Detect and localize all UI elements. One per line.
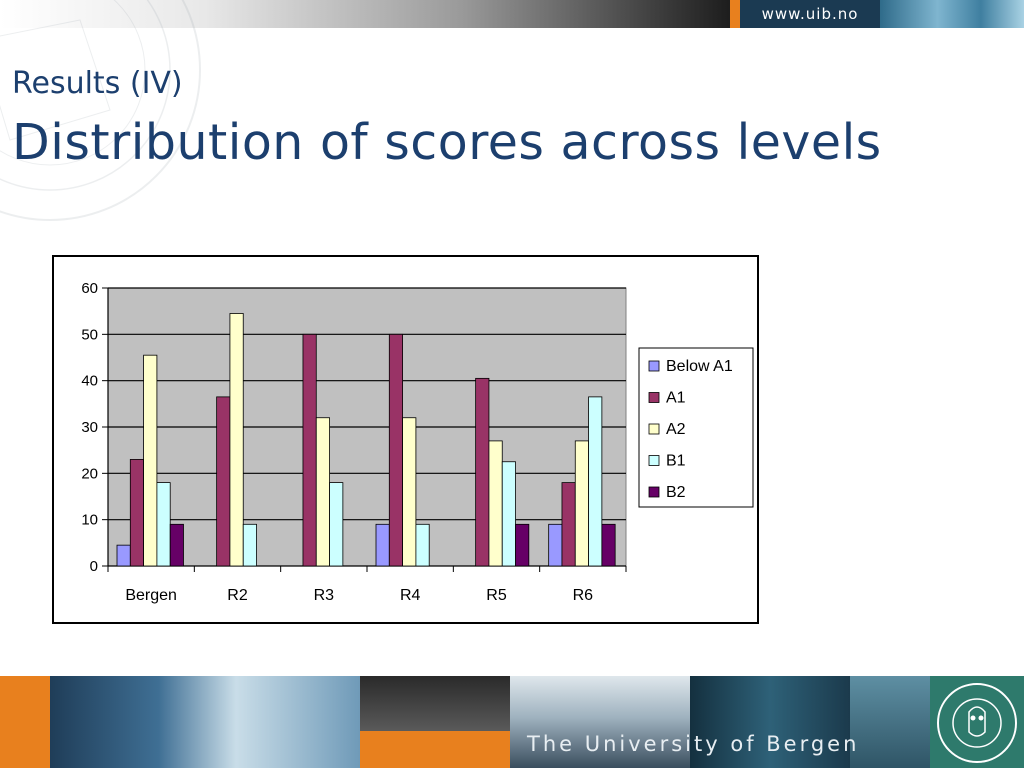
y-tick-label: 10 (81, 512, 98, 529)
banner-logo-background (930, 676, 1024, 768)
university-seal-icon (937, 683, 1017, 763)
bar (415, 523, 430, 567)
bar-chart: 0 10 20 30 40 50 60 Bergen R2 R3 R4 R5 R6 Below A1 A1 A… (81, 280, 754, 604)
bottom-banner (0, 676, 1024, 768)
x-tick-label: R5 (486, 587, 507, 604)
bar (229, 313, 244, 567)
top-banner-accent (730, 0, 740, 28)
y-tick-label: 30 (81, 419, 98, 436)
legend-label: A1 (666, 390, 686, 407)
legend-swatch (648, 486, 660, 498)
bar (388, 333, 403, 567)
bar (375, 523, 390, 567)
banner-photo-building (360, 676, 510, 768)
bar (588, 396, 603, 567)
y-tick-label: 20 (81, 465, 98, 482)
bar (116, 544, 131, 567)
bar (329, 482, 344, 567)
bar (402, 417, 417, 567)
x-tick-label: Bergen (125, 587, 177, 604)
x-tick-label: R3 (314, 587, 335, 604)
bar (315, 417, 330, 567)
x-tick-label: R6 (573, 587, 594, 604)
legend-swatch (648, 423, 660, 435)
legend-label: B1 (666, 453, 686, 470)
bar (501, 461, 516, 567)
x-tick-label: R4 (400, 587, 421, 604)
banner-photo-tower (850, 676, 930, 768)
y-tick-label: 50 (81, 326, 98, 343)
bar (302, 333, 317, 567)
bar (169, 523, 184, 567)
university-name: The University of Bergen (527, 732, 860, 756)
bar (548, 523, 563, 567)
watermark-seal-icon (0, 0, 201, 221)
banner-photo-arches (690, 676, 850, 768)
bar (156, 482, 171, 567)
bar (515, 523, 530, 567)
bar (601, 523, 616, 567)
bar (143, 354, 158, 567)
banner-photo-facade (510, 676, 690, 768)
bar (475, 377, 490, 567)
legend-swatch (648, 392, 660, 403)
chart-container: 0 10 20 30 40 50 60 Bergen R2 R3 R4 R5 R6 Below A1 A1 A… (52, 255, 759, 624)
banner-photo-face (50, 676, 360, 768)
y-tick-label: 40 (81, 373, 98, 390)
y-tick-label: 0 (90, 558, 98, 575)
legend-label: A2 (666, 421, 686, 438)
slide-subtitle: Results (IV) (12, 66, 183, 101)
bar (488, 440, 503, 567)
bar (216, 396, 231, 567)
legend-label: Below A1 (666, 358, 733, 375)
bar (242, 523, 257, 567)
legend-label: B2 (666, 484, 686, 501)
bar (561, 482, 576, 567)
slide-title: Distribution of scores across levels (12, 114, 882, 171)
legend-swatch (648, 360, 660, 372)
x-tick-label: R2 (227, 587, 248, 604)
banner-photo-face (0, 676, 50, 768)
y-tick-label: 60 (81, 280, 98, 297)
bar (574, 440, 589, 567)
website-url[interactable]: www.uib.no (740, 0, 880, 28)
top-banner-photo (880, 0, 1024, 28)
bar (129, 459, 145, 567)
legend-swatch (648, 455, 660, 466)
